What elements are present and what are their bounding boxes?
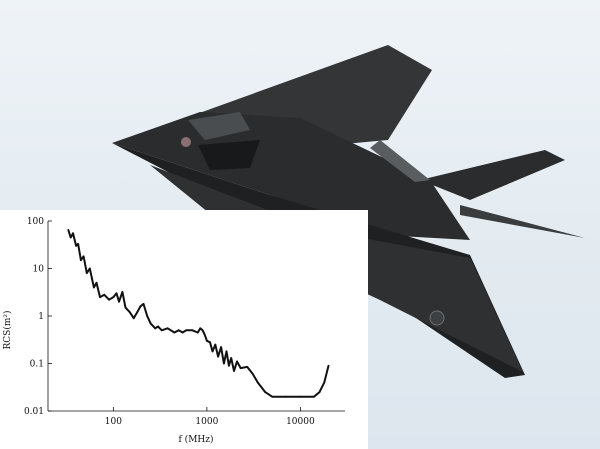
data-point (264, 391, 267, 393)
data-point (75, 244, 77, 247)
data-point (230, 357, 233, 359)
data-point (72, 232, 74, 235)
data-point (327, 364, 330, 367)
data-point (318, 391, 321, 393)
data-point (203, 334, 206, 336)
y-tick-label: 0.01 (24, 407, 44, 417)
data-point (136, 311, 139, 314)
data-point (124, 306, 127, 309)
data-point (209, 341, 211, 344)
data-point (223, 362, 225, 365)
data-point (199, 327, 202, 330)
tail-fin (420, 150, 565, 200)
data-point (132, 317, 135, 320)
data-point (115, 292, 118, 295)
x-tick-label: 100 (105, 417, 122, 427)
data-point (228, 364, 230, 367)
data-point (313, 395, 315, 398)
data-point (93, 286, 95, 289)
y-tick-label: 10 (33, 265, 45, 275)
data-point (146, 315, 149, 317)
data-point (154, 327, 157, 330)
x-tick-label: 10000 (286, 417, 315, 427)
data-point (112, 296, 115, 298)
data-point (149, 322, 152, 325)
x-tick-label: 1000 (195, 417, 218, 427)
data-point (225, 350, 228, 353)
data-point (236, 360, 238, 363)
data-point (103, 293, 106, 296)
data-point (118, 300, 120, 303)
data-point (160, 329, 163, 332)
data-point (181, 331, 184, 334)
x-axis-label: f (MHz) (178, 434, 213, 445)
fuselage (112, 112, 470, 240)
y-tick-label: 0.1 (30, 360, 44, 370)
data-point (271, 395, 274, 398)
y-axis-label: RCS(m²) (2, 311, 13, 350)
data-point (85, 272, 88, 274)
canopy (188, 112, 250, 140)
data-point (166, 327, 169, 330)
data-point (69, 236, 72, 239)
data-point (95, 281, 98, 284)
data-point (323, 381, 326, 384)
y-tick-label: 1 (38, 312, 44, 322)
data-point (256, 381, 259, 384)
data-point (217, 355, 220, 358)
data-point (173, 331, 176, 334)
data-point (191, 329, 194, 332)
data-point (299, 395, 302, 398)
y-tick-label: 100 (27, 217, 44, 227)
data-point (77, 243, 79, 245)
data-point (88, 267, 91, 270)
data-point (220, 346, 223, 349)
exhaust-slot (370, 140, 430, 182)
rcs-chart-panel: 100 1000 10000 100 10 1 0.1 0.01 RCS(m²) f (MHz… (0, 210, 368, 449)
data-point (177, 329, 180, 332)
data-point (108, 298, 110, 301)
data-point (285, 395, 287, 398)
data-point (67, 229, 70, 231)
data-point (251, 373, 254, 375)
data-point (80, 259, 82, 261)
rcs-chart: 100 1000 10000 100 10 1 0.1 0.01 RCS(m²) f (MHz… (2, 217, 345, 445)
data-point (206, 339, 208, 342)
data-point (214, 343, 217, 346)
data-point (196, 331, 199, 334)
series-line (67, 229, 330, 398)
data-point (185, 329, 188, 332)
data-point (121, 291, 124, 293)
tail-spike (460, 205, 585, 238)
data-point (246, 366, 249, 368)
data-point (139, 305, 142, 308)
data-point (201, 329, 204, 332)
data-point (233, 370, 235, 372)
data-point (239, 367, 242, 369)
data-point (211, 350, 214, 353)
data-point (99, 296, 101, 298)
data-point (82, 255, 85, 258)
data-point (128, 311, 131, 314)
data-point (142, 303, 145, 305)
intake (198, 140, 260, 170)
data-point (157, 325, 159, 328)
